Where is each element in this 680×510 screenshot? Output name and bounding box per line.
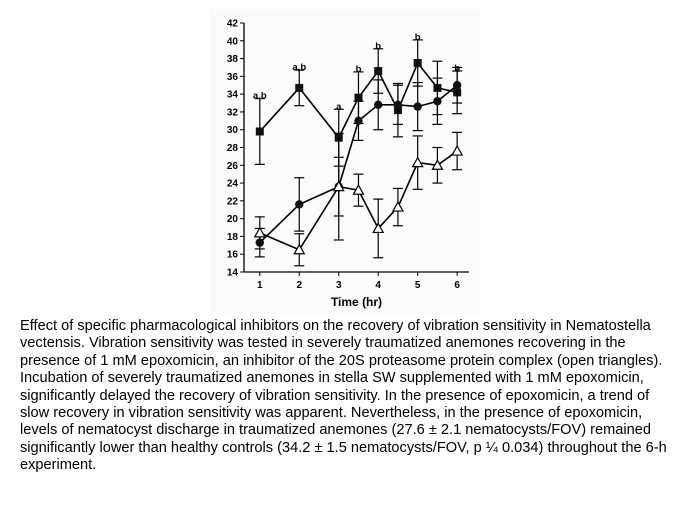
x-tick-label: 3 [336, 280, 342, 291]
data-point-circle [452, 81, 462, 90]
data-point-square [374, 67, 383, 76]
y-tick-label: 32 [227, 107, 239, 118]
significance-label: a,b [292, 62, 306, 73]
significance-label: b [356, 64, 362, 75]
x-axis-label: Time (hr) [331, 295, 382, 309]
data-point-circle [393, 100, 403, 110]
data-point-circle [354, 116, 363, 126]
y-tick-label: 38 [227, 54, 239, 65]
y-tick-label: 20 [227, 214, 239, 225]
data-point-square [295, 83, 304, 92]
y-tick-label: 36 [227, 72, 239, 83]
data-point-triangle [293, 243, 306, 255]
y-tick-label: 18 [227, 232, 239, 243]
data-point-triangle [253, 226, 266, 238]
y-tick-label: 14 [227, 268, 239, 279]
data-point-circle [413, 102, 422, 111]
series-triangle-open [253, 131, 464, 267]
y-tick-label: 30 [227, 125, 239, 136]
data-point-square [354, 93, 363, 102]
figure-panel: 14 16 18 20 22 24 26 28 30 32 34 36 38 40 42 1 2 3 4 5 6 Time… [210, 10, 480, 315]
series-circle [254, 66, 463, 258]
x-tick-label: 2 [296, 280, 302, 291]
y-tick-label: 22 [227, 196, 239, 207]
data-point-triangle [332, 180, 345, 192]
significance-label: b [375, 41, 381, 52]
data-point-square [413, 59, 422, 68]
x-tick-label: 6 [454, 280, 460, 291]
data-point-triangle [411, 156, 424, 168]
x-tick-label: 1 [257, 280, 263, 291]
data-point-triangle [352, 183, 365, 195]
y-tick-label: 40 [227, 36, 239, 47]
y-tick-label: 42 [227, 19, 239, 30]
data-point-triangle [431, 159, 444, 170]
x-tick-label: 5 [415, 280, 421, 291]
data-point-circle [433, 97, 442, 106]
data-point-square [255, 127, 264, 136]
data-point-triangle [391, 200, 404, 212]
y-tick-label: 28 [227, 143, 239, 154]
significance-label: a [336, 101, 342, 112]
significance-label: b [415, 32, 421, 43]
data-point-triangle [372, 222, 385, 234]
y-tick-label: 16 [227, 250, 239, 261]
significance-label: a,b [253, 91, 267, 102]
y-tick-label: 26 [227, 161, 239, 172]
y-tick-label: 24 [227, 179, 239, 190]
significance-label: b [454, 63, 460, 74]
y-tick-label: 34 [227, 90, 239, 101]
x-tick-label: 4 [375, 280, 381, 291]
data-point-circle [295, 200, 304, 209]
figure-caption: Effect of specific pharmacological inhib… [20, 318, 667, 474]
data-point-triangle [451, 144, 464, 156]
data-point-circle [374, 100, 383, 110]
